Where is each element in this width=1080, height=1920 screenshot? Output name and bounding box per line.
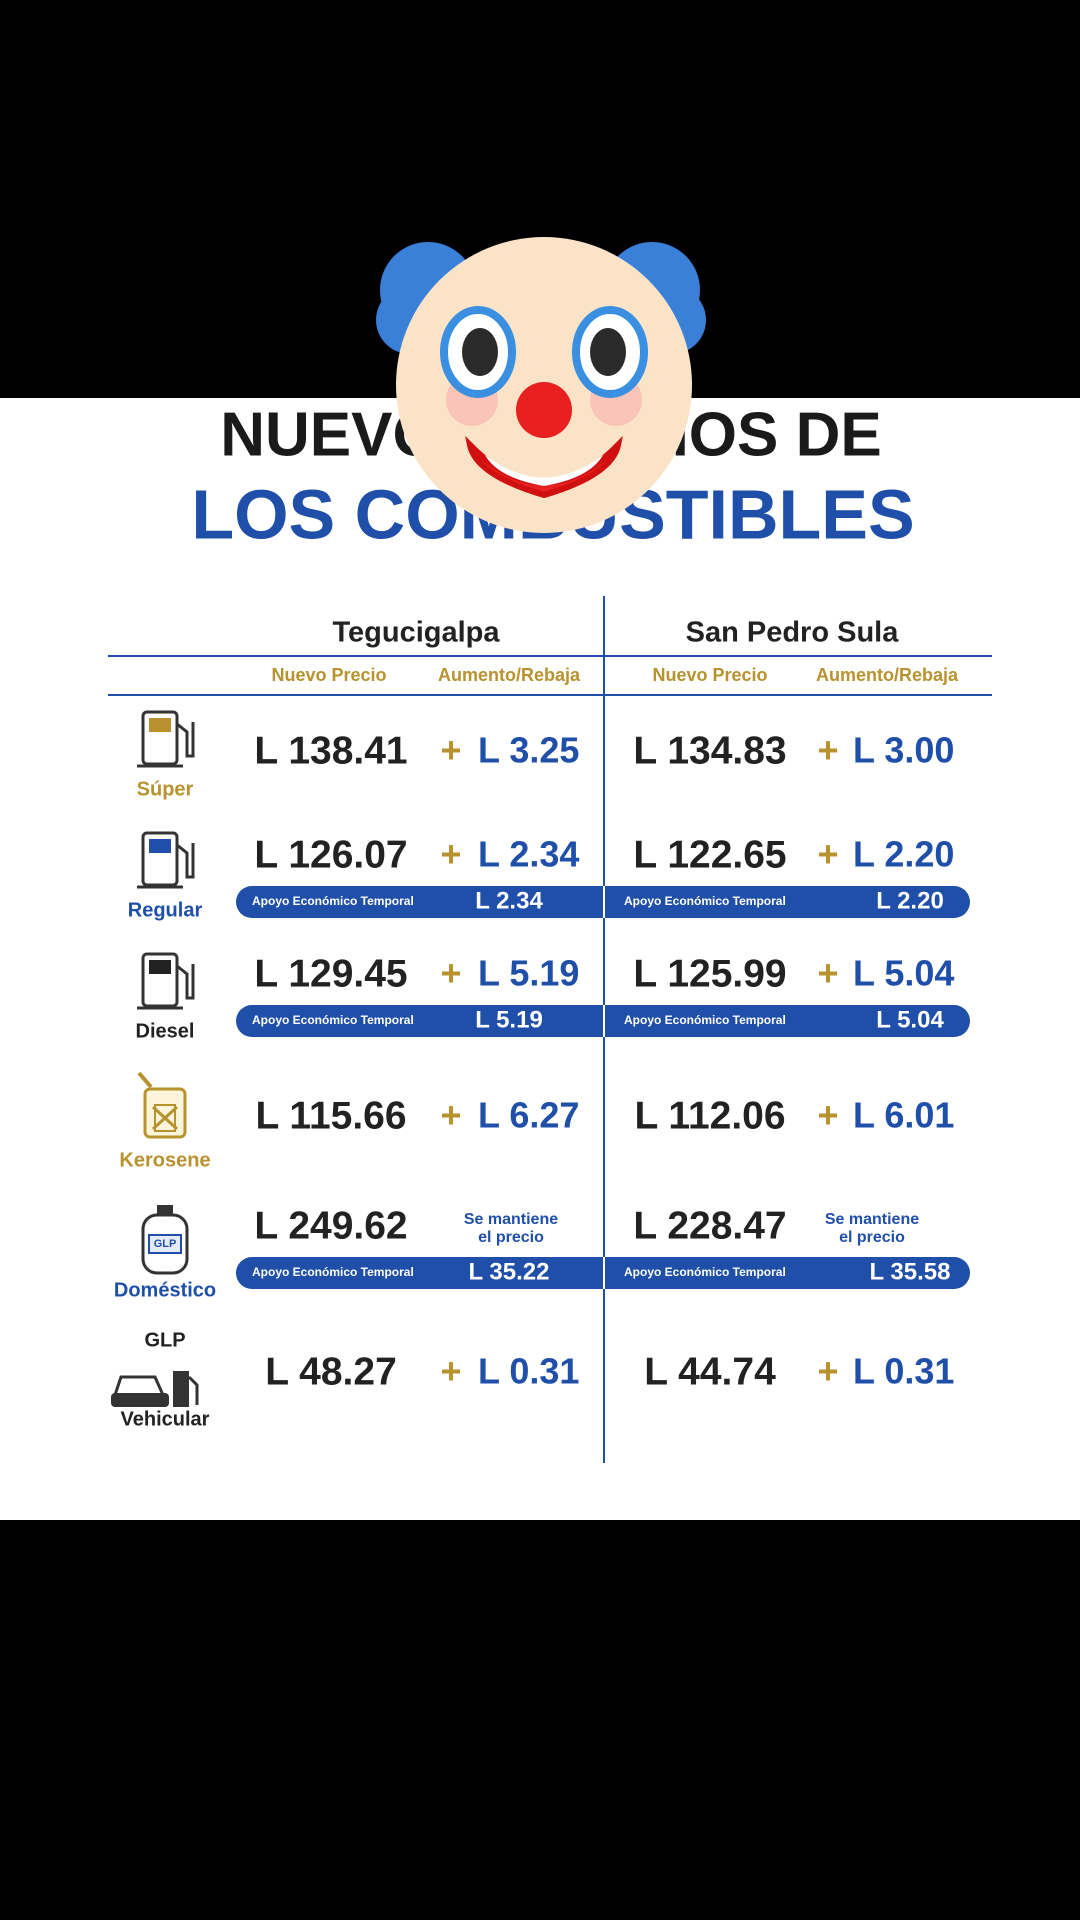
fuel-icon: GLP xyxy=(141,1205,189,1275)
change-note: Se mantiene xyxy=(825,1211,919,1228)
change-sign: + xyxy=(817,1095,838,1136)
fuel-icon xyxy=(111,1371,199,1407)
support-amount: L 35.22 xyxy=(469,1258,550,1285)
price: L 115.66 xyxy=(255,1094,406,1137)
price: L 134.83 xyxy=(633,729,786,772)
icon-part xyxy=(111,1393,169,1407)
icon-part xyxy=(176,722,195,758)
price: L 125.99 xyxy=(633,952,786,995)
icon-part xyxy=(137,1071,153,1089)
change-sign: + xyxy=(440,1095,461,1136)
column-header: Aumento/Rebaja xyxy=(438,665,581,685)
support-amount: L 35.58 xyxy=(870,1258,951,1285)
icon-part xyxy=(151,1105,179,1131)
support-label: Apoyo Económico Temporal xyxy=(624,894,786,908)
city-header: Tegucigalpa xyxy=(332,617,500,649)
price: L 122.65 xyxy=(633,833,786,876)
fuel-label: Súper xyxy=(137,778,194,800)
change-sign: + xyxy=(817,834,838,875)
price: L 129.45 xyxy=(254,952,407,995)
table: Tegucigalpa San Pedro Sula Nuevo Precio Aum… xyxy=(111,617,970,1430)
fuel-label: Vehicular xyxy=(121,1408,210,1430)
fuel-label: Kerosene xyxy=(119,1149,210,1171)
fuel-icon xyxy=(137,952,195,1010)
price: L 112.06 xyxy=(634,1094,785,1137)
change-sign: + xyxy=(817,1351,838,1392)
change-note: el precio xyxy=(839,1229,905,1246)
column-header: Aumento/Rebaja xyxy=(816,665,959,685)
support-amount: L 5.04 xyxy=(876,1006,944,1033)
infographic xyxy=(0,398,1080,1520)
fuel-label: Doméstico xyxy=(114,1279,216,1301)
icon-label: GLP xyxy=(154,1238,177,1250)
support-label: Apoyo Económico Temporal xyxy=(252,1013,414,1027)
change: L 6.27 xyxy=(478,1095,579,1136)
change-sign: + xyxy=(817,953,838,994)
fuel-label: GLP xyxy=(144,1329,185,1351)
change: L 5.04 xyxy=(853,953,954,994)
change-note: el precio xyxy=(478,1229,544,1246)
support-label: Apoyo Económico Temporal xyxy=(252,894,414,908)
support-amount: L 2.20 xyxy=(876,887,944,914)
price: L 48.27 xyxy=(265,1350,397,1393)
icon-part xyxy=(176,843,195,879)
column-header: Nuevo Precio xyxy=(271,665,386,685)
clown-emoji xyxy=(376,237,706,533)
change-note: Se mantiene xyxy=(464,1211,558,1228)
icon-part xyxy=(149,839,171,853)
column-header: Nuevo Precio xyxy=(652,665,767,685)
price: L 44.74 xyxy=(644,1350,776,1393)
support-amount: L 5.19 xyxy=(475,1006,543,1033)
change-sign: + xyxy=(817,730,838,771)
change-sign: + xyxy=(440,953,461,994)
change: L 0.31 xyxy=(478,1351,579,1392)
icon-part xyxy=(141,831,179,887)
icon-part xyxy=(148,1234,182,1254)
change: L 2.20 xyxy=(853,834,954,875)
change: L 6.01 xyxy=(853,1095,954,1136)
fuel-icon xyxy=(137,710,195,768)
icon-part xyxy=(143,1087,187,1139)
icon-part xyxy=(154,1104,176,1132)
change: L 0.31 xyxy=(853,1351,954,1392)
support-label: Apoyo Económico Temporal xyxy=(624,1013,786,1027)
icon-part xyxy=(141,952,179,1008)
change: L 5.19 xyxy=(478,953,579,994)
price: L 228.47 xyxy=(633,1204,786,1247)
icon-part xyxy=(173,1371,189,1407)
change-sign: + xyxy=(440,1351,461,1392)
fuel-icon xyxy=(137,831,195,889)
icon-part xyxy=(187,1375,199,1405)
icon-part xyxy=(149,718,171,732)
price: L 249.62 xyxy=(254,1204,407,1247)
change: L 2.34 xyxy=(478,834,579,875)
change: L 3.25 xyxy=(478,730,579,771)
icon-part xyxy=(141,710,179,766)
fuel-icon xyxy=(137,1071,187,1139)
support-label: Apoyo Económico Temporal xyxy=(252,1265,414,1279)
change-sign: + xyxy=(440,834,461,875)
support-label: Apoyo Económico Temporal xyxy=(624,1265,786,1279)
change-sign: + xyxy=(440,730,461,771)
fuel-label: Regular xyxy=(128,899,203,921)
icon-part xyxy=(157,1205,173,1215)
icon-part xyxy=(149,960,171,974)
change: L 3.00 xyxy=(853,730,954,771)
fuel-label: Diesel xyxy=(136,1020,195,1042)
support-amount: L 2.34 xyxy=(475,887,543,914)
city-header: San Pedro Sula xyxy=(686,617,900,649)
price: L 138.41 xyxy=(254,729,407,772)
icon-part xyxy=(176,964,195,1000)
price: L 126.07 xyxy=(254,833,407,876)
